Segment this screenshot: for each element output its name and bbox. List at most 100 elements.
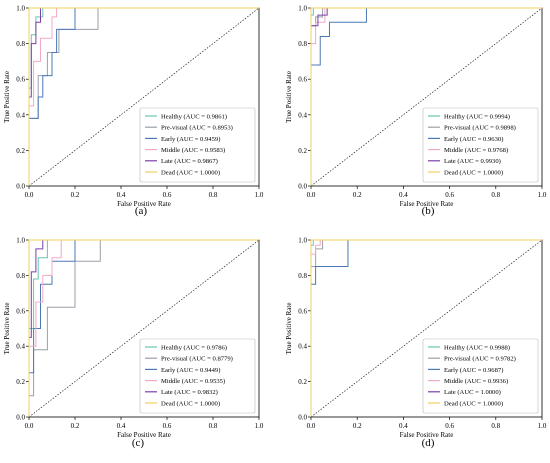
x-axis-label: False Positive Rate	[400, 431, 454, 439]
y-tick-label: 0.2	[298, 378, 307, 386]
chance-diagonal-line	[310, 239, 543, 418]
y-tick-label: 0.2	[298, 147, 307, 155]
x-tick-label: 0.4	[117, 422, 126, 430]
y-tick-label: 0.6	[298, 76, 307, 84]
x-tick-label: 0.2	[353, 422, 362, 430]
x-axis-label: False Positive Rate	[117, 431, 171, 439]
legend-entry: Middle (AUC = 0.9768)	[444, 147, 508, 154]
y-tick-label: 0.2	[16, 378, 25, 386]
legend-entry: Late (AUC = 0.9867)	[161, 158, 218, 165]
y-tick-label: 0.8	[298, 40, 307, 48]
legend-box	[422, 107, 539, 183]
y-tick-label: 0.8	[298, 272, 307, 280]
roc-panel-2: 0.0 0.2 0.4 0.6 0.8 1.0 0.0 0.2 0.4 0.6 0.8 1.0 Fals…	[285, 5, 547, 218]
roc-line-early	[310, 7, 542, 186]
legend-entry: Healthy (AUC = 0.9786)	[161, 344, 227, 351]
legend-entry: Late (AUC = 0.9930)	[444, 158, 501, 165]
legend-entry: Pre-visual (AUC = 0.9898)	[444, 125, 516, 132]
roc-line-dead	[28, 239, 259, 417]
x-tick-label: 0.6	[163, 422, 172, 430]
x-tick-label: 0.0	[307, 422, 316, 430]
x-axis-label: False Positive Rate	[400, 200, 454, 208]
x-tick-label: 0.6	[445, 422, 454, 430]
x-tick-label: 0.8	[491, 422, 500, 430]
panel-label: (a)	[135, 205, 148, 217]
legend-entry: Healthy (AUC = 0.9994)	[444, 113, 510, 120]
roc-panel-4: 0.0 0.2 0.4 0.6 0.8 1.0 0.0 0.2 0.4 0.6 0.8 1.0 Fals…	[285, 237, 547, 450]
y-tick-label: 0.8	[16, 272, 25, 280]
legend-entry: Dead (AUC = 1.0000)	[161, 400, 220, 407]
chance-diagonal-line	[28, 7, 260, 187]
legend-entry: Dead (AUC = 1.0000)	[444, 400, 503, 407]
roc-line-middle	[28, 239, 259, 417]
y-axis-label: True Positive Rate	[3, 71, 11, 123]
x-tick-label: 0.2	[353, 191, 362, 199]
x-axis-label: False Positive Rate	[117, 200, 171, 208]
x-tick-label: 0.4	[117, 191, 126, 199]
roc-line-healthy	[28, 239, 259, 417]
y-tick-label: 1.0	[16, 237, 25, 245]
legend-entry: Early (AUC = 0.9630)	[444, 136, 503, 143]
legend: Healthy (AUC = 0.9994) Pre-visual (AUC = …	[422, 107, 539, 183]
legend-entry: Healthy (AUC = 0.9988)	[444, 344, 510, 351]
roc-panel-1: 0.0 0.2 0.4 0.6 0.8 1.0 0.0 0.2 0.4 0.6 0.8 1.0 Fals…	[3, 5, 264, 218]
panel-label: (b)	[422, 205, 435, 217]
y-axis-label: True Positive Rate	[3, 303, 11, 355]
roc-line-middle	[28, 7, 259, 186]
legend: Healthy (AUC = 0.9786) Pre-visual (AUC = …	[139, 338, 256, 414]
x-tick-label: 1.0	[538, 191, 547, 199]
legend-box	[139, 107, 256, 183]
x-tick-label: 0.2	[71, 422, 80, 430]
legend-entry: Pre-visual (AUC = 0.8779)	[161, 356, 233, 363]
legend-entry: Early (AUC = 0.9459)	[161, 136, 220, 143]
legend-entry: Dead (AUC = 1.0000)	[444, 169, 503, 176]
x-tick-label: 0.8	[209, 191, 218, 199]
y-tick-label: 0.8	[16, 40, 25, 48]
legend-entry: Pre-visual (AUC = 0.9782)	[444, 356, 516, 363]
y-tick-label: 0.0	[298, 414, 307, 422]
chance-diagonal-line	[310, 7, 543, 187]
roc-line-dead	[310, 7, 542, 186]
roc-line-late	[28, 7, 259, 186]
x-tick-label: 0.8	[491, 191, 500, 199]
legend: Healthy (AUC = 0.9988) Pre-visual (AUC = …	[422, 338, 539, 414]
x-tick-label: 0.6	[163, 191, 172, 199]
roc-line-early	[28, 7, 259, 186]
x-tick-label: 0.2	[71, 191, 80, 199]
chance-diagonal-line	[28, 239, 260, 418]
y-tick-label: 1.0	[298, 5, 307, 13]
y-tick-label: 0.6	[298, 307, 307, 315]
panel-label: (d)	[422, 437, 435, 449]
legend-box	[422, 338, 539, 414]
roc-panel-3: 0.0 0.2 0.4 0.6 0.8 1.0 0.0 0.2 0.4 0.6 0.8 1.0 Fals…	[3, 237, 264, 450]
legend-entry: Middle (AUC = 0.9583)	[161, 147, 225, 154]
x-tick-label: 0.8	[209, 422, 218, 430]
legend-entry: Late (AUC = 0.9832)	[161, 389, 218, 396]
y-tick-label: 0.4	[298, 343, 307, 351]
x-tick-label: 1.0	[538, 422, 547, 430]
legend-entry: Middle (AUC = 0.9535)	[161, 378, 225, 385]
y-tick-label: 1.0	[16, 5, 25, 13]
x-tick-label: 0.6	[445, 191, 454, 199]
roc-line-late	[28, 239, 259, 417]
y-tick-label: 0.0	[16, 414, 25, 422]
y-tick-label: 0.4	[298, 111, 307, 119]
y-tick-label: 1.0	[298, 237, 307, 245]
x-tick-label: 0.0	[25, 191, 34, 199]
x-tick-label: 0.4	[399, 422, 408, 430]
y-tick-label: 0.4	[16, 111, 25, 119]
y-tick-label: 0.4	[16, 343, 25, 351]
legend-box	[139, 338, 256, 414]
legend: Healthy (AUC = 0.9861) Pre-visual (AUC = …	[139, 107, 256, 183]
x-tick-label: 0.4	[399, 191, 408, 199]
panel-label: (c)	[132, 437, 145, 449]
y-tick-label: 0.6	[16, 76, 25, 84]
roc-line-pre-visual	[28, 239, 259, 417]
y-axis-label: True Positive Rate	[285, 303, 293, 355]
y-tick-label: 0.6	[16, 307, 25, 315]
legend-entry: Healthy (AUC = 0.9861)	[161, 113, 227, 120]
roc-line-dead	[310, 239, 542, 417]
x-tick-label: 0.0	[307, 191, 316, 199]
